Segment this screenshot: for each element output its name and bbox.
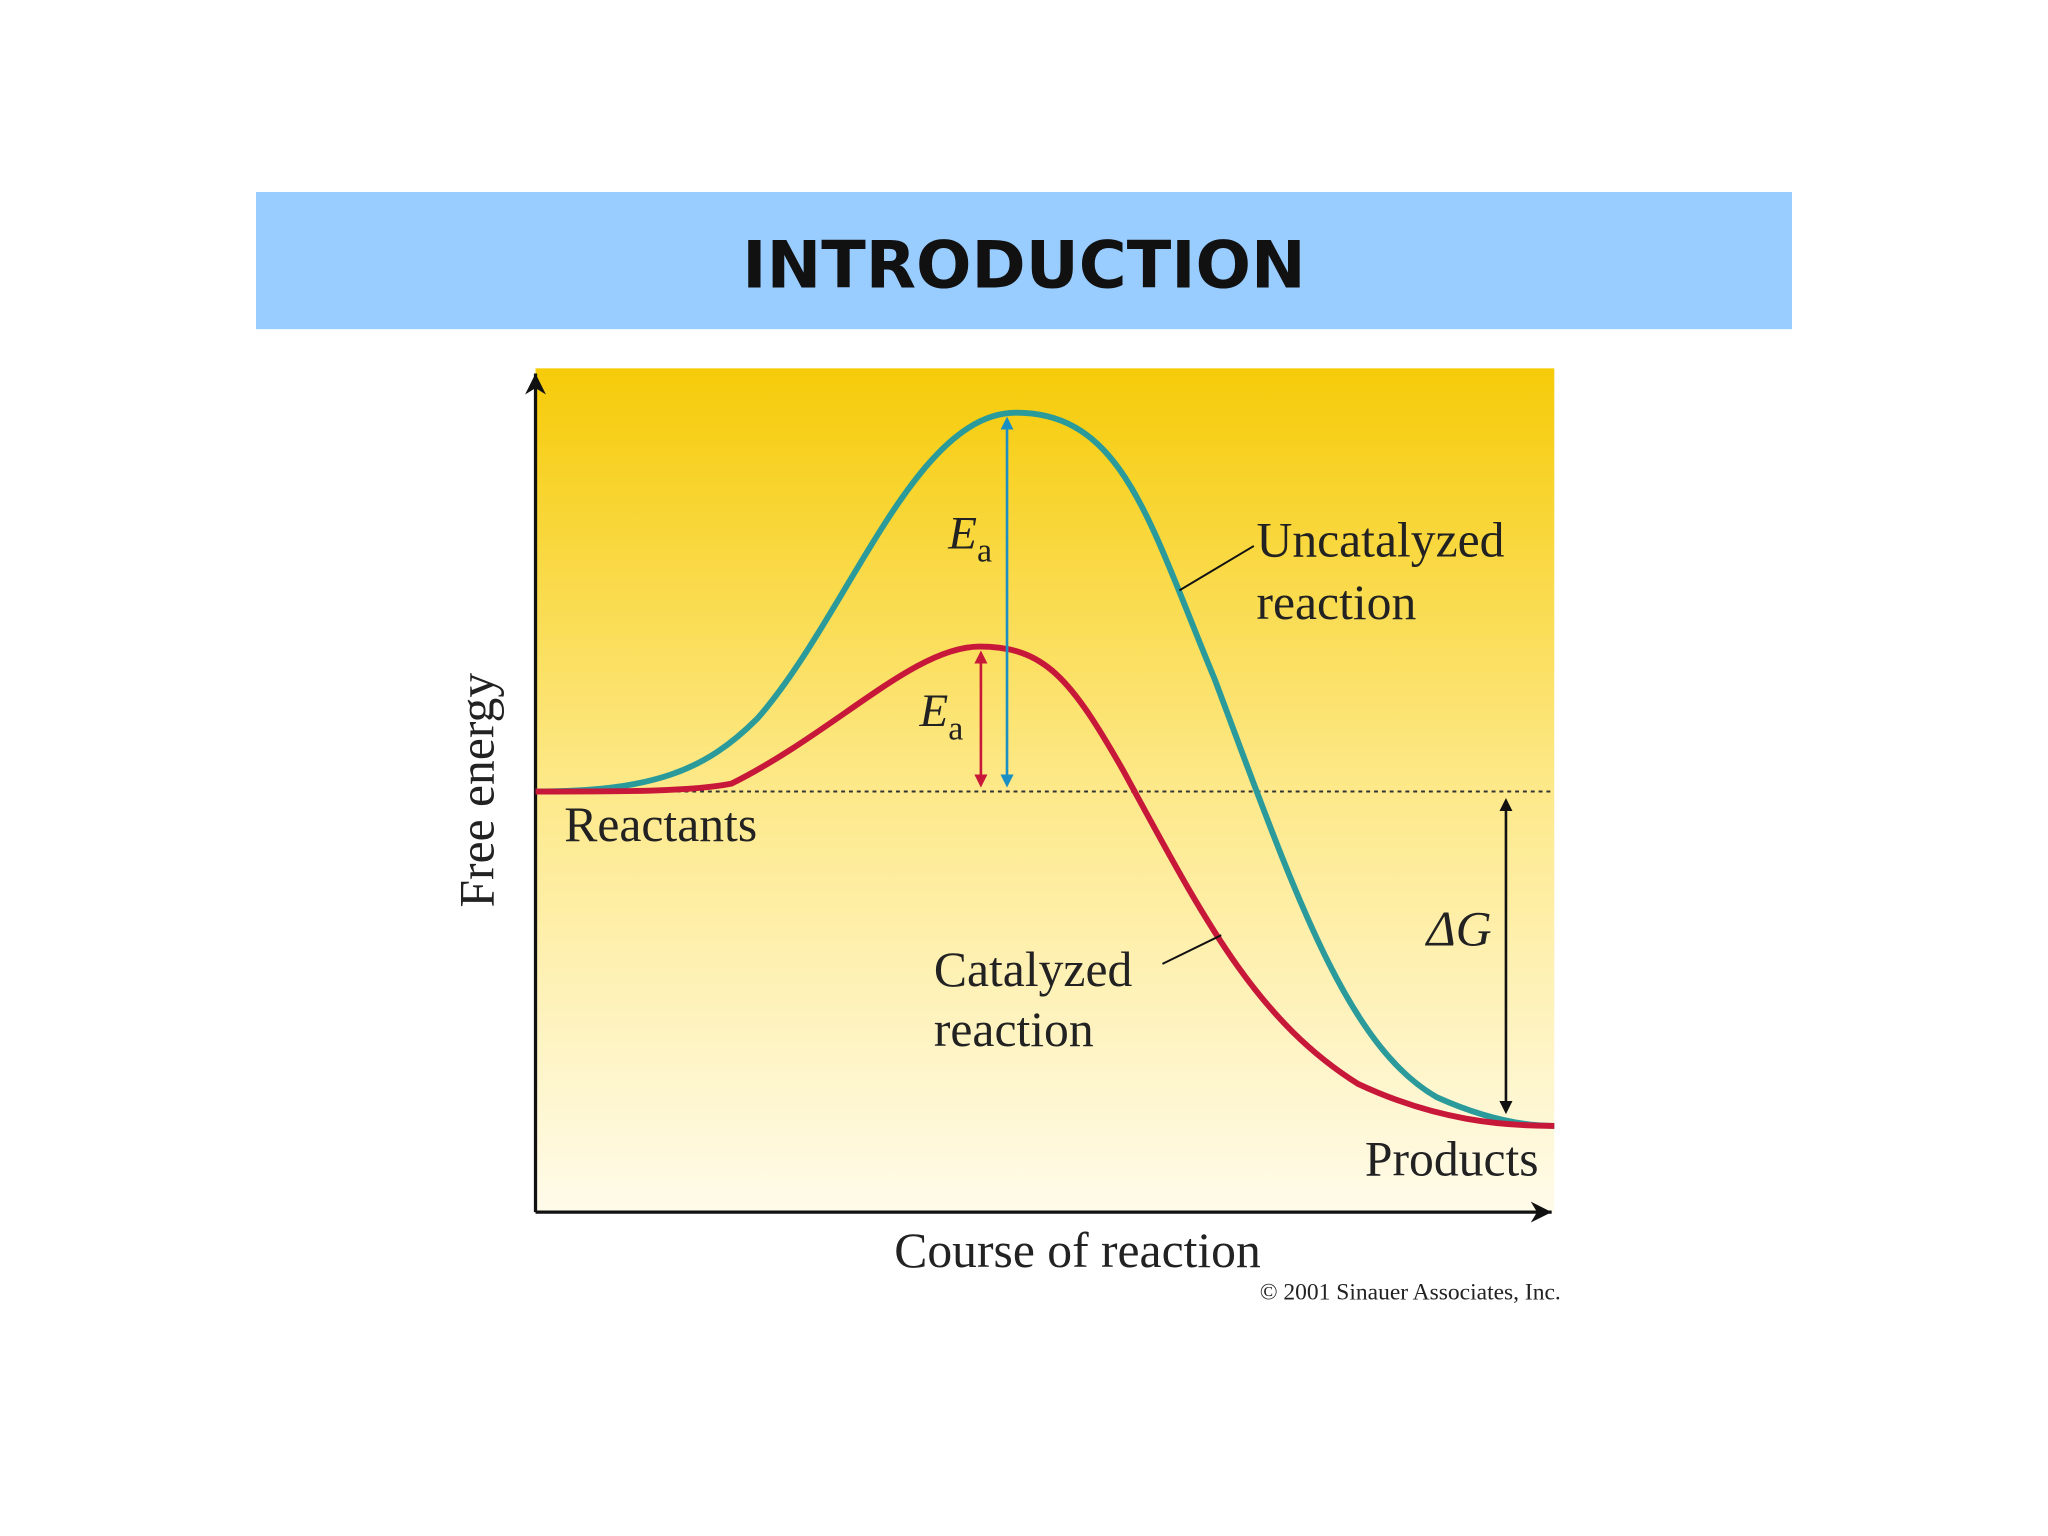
uncatalyzed-leader	[1178, 545, 1255, 592]
catalyzed-label: reaction	[934, 1002, 1094, 1057]
uncatalyzed-label: reaction	[1256, 575, 1416, 630]
products-label: Products	[1365, 1132, 1539, 1187]
catalyzed-curve	[535, 643, 1555, 1129]
reactants-label: Reactants	[564, 797, 757, 852]
catalyzed-label: Catalyzed	[934, 942, 1133, 997]
title-banner	[256, 192, 1792, 330]
ea-symbol: E	[947, 508, 977, 560]
credit: © 2001 Sinauer Associates, Inc.	[1260, 1280, 1561, 1306]
uncatalyzed-label: Uncatalyzed	[1256, 512, 1504, 567]
delta-g-label: ΔG	[1425, 902, 1492, 957]
ea-subscript: a	[977, 533, 992, 570]
slide-title: INTRODUCTION	[742, 227, 1305, 303]
ea-uncatalyzed-label: Ea	[947, 508, 992, 570]
ea-catalyzed-label: Ea	[919, 685, 964, 747]
ea-symbol: E	[919, 685, 949, 737]
ea-subscript: a	[948, 710, 963, 747]
catalyzed-leader	[1162, 934, 1222, 965]
uncatalyzed-curve	[535, 409, 1555, 1129]
y-axis-label: Free energy	[450, 673, 505, 908]
x-axis-label: Course of reaction	[894, 1223, 1261, 1278]
energy-diagram: Ea Ea Uncatalyzed reaction Catalyzed rea…	[450, 368, 1561, 1306]
